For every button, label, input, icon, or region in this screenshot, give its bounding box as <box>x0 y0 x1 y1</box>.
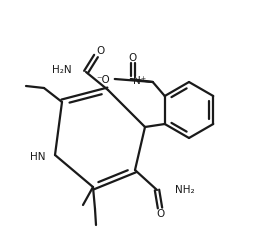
Text: O: O <box>156 208 164 218</box>
Text: HN: HN <box>29 152 45 161</box>
Text: H₂N: H₂N <box>52 65 72 75</box>
Text: O: O <box>96 46 104 56</box>
Text: NH₂: NH₂ <box>175 184 195 194</box>
Text: N⁺: N⁺ <box>133 76 146 86</box>
Text: O: O <box>129 53 137 63</box>
Text: ⁻O: ⁻O <box>96 75 110 85</box>
